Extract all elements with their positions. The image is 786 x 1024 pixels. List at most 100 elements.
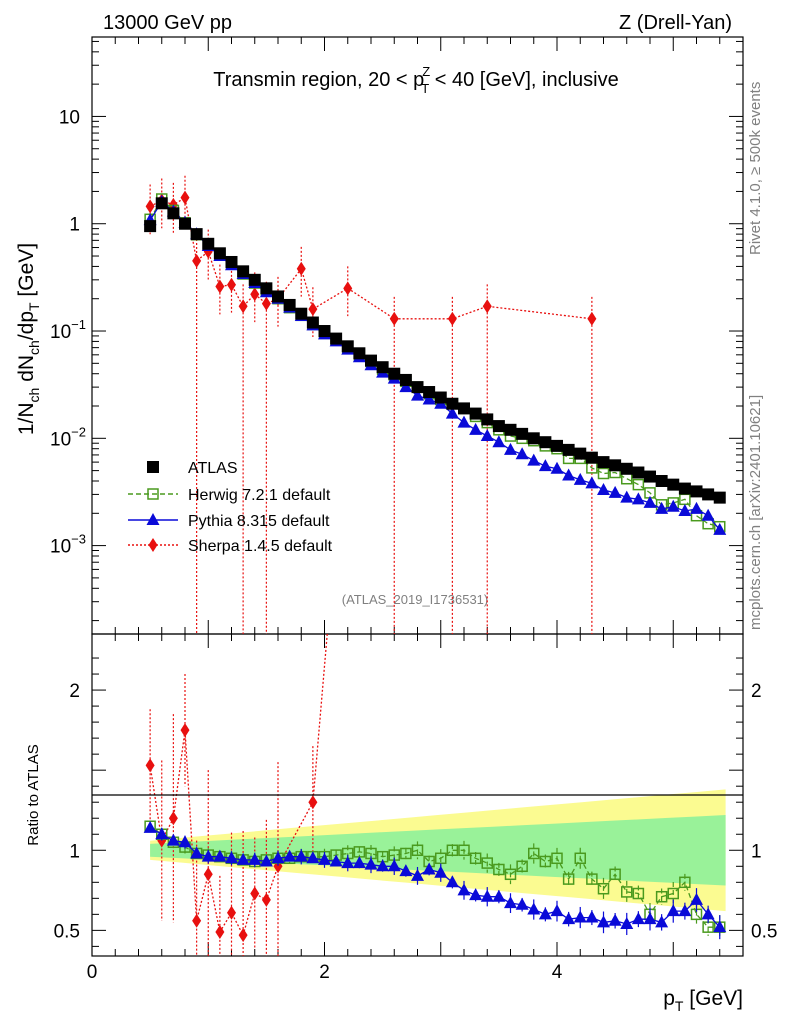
pythia-point — [306, 851, 320, 864]
atlas-point — [620, 462, 633, 475]
legend-label: Pythia 8.315 default — [188, 513, 330, 530]
ratio-y-tick-label: 0.5 — [54, 921, 80, 942]
sherpa-point — [227, 277, 236, 292]
series-atlas — [144, 197, 726, 504]
pythia-point — [225, 851, 238, 864]
pythia-point — [143, 820, 157, 833]
pythia-point — [713, 920, 727, 933]
pythia-point — [527, 453, 541, 466]
atlas-point — [690, 485, 703, 498]
atlas-point — [353, 347, 366, 360]
x-axis-label: pT [GeV] — [663, 987, 743, 1014]
atlas-point — [574, 447, 587, 460]
herwig-point — [493, 863, 505, 876]
sherpa-point — [343, 281, 353, 296]
pythia-point — [399, 380, 413, 393]
pythia-point — [504, 896, 517, 909]
atlas-point — [702, 488, 715, 501]
atlas-point — [248, 273, 261, 286]
atlas-point — [237, 265, 250, 278]
pythia-point — [678, 504, 692, 517]
sherpa-point — [215, 279, 225, 294]
legend-label: ATLAS — [188, 460, 238, 477]
atlas-point — [644, 470, 656, 483]
ratio-series — [143, 634, 727, 956]
pythia-point — [492, 435, 506, 448]
herwig-point — [400, 847, 412, 860]
pythia-point — [655, 915, 669, 928]
atlas-point — [632, 466, 645, 479]
legend-entry-atlas: ATLAS — [147, 460, 238, 477]
main-title: Transmin region, 20 < pZ T < 40 [GeV], in… — [213, 64, 619, 96]
sherpa-point — [482, 299, 492, 314]
pythia-point — [271, 851, 285, 864]
atlas-point — [147, 461, 159, 473]
sherpa-point — [227, 905, 236, 920]
x-tick-label: 4 — [552, 962, 563, 983]
sherpa-point — [296, 261, 306, 276]
ratio-bands — [150, 789, 726, 912]
pythia-point — [434, 865, 448, 878]
sherpa-point — [587, 311, 597, 326]
pythia-point — [538, 459, 552, 472]
header-right: Z (Drell-Yan) — [619, 12, 732, 34]
atlas-point — [713, 491, 726, 504]
sherpa-point — [148, 538, 158, 552]
pythia-point — [376, 859, 390, 872]
pythia-point — [597, 482, 610, 495]
atlas-point — [260, 282, 273, 295]
herwig-point — [504, 868, 517, 881]
atlas-point — [469, 407, 482, 420]
sherpa-point — [447, 311, 457, 326]
mcplots-label: mcplots.cern.ch [arXiv:2401.10621] — [747, 395, 764, 630]
pythia-point — [480, 429, 494, 442]
herwig-point — [411, 844, 424, 857]
pythia-point — [201, 849, 215, 862]
pythia-point — [411, 868, 424, 881]
pythia-point — [562, 468, 576, 481]
atlas-point — [213, 247, 226, 260]
herwig-point — [551, 852, 563, 865]
atlas-point — [609, 459, 622, 472]
y-tick-label: 10−3 — [50, 532, 86, 558]
atlas-point — [330, 332, 343, 345]
herwig-point — [516, 860, 528, 873]
atlas-point — [655, 475, 668, 488]
pythia-point — [341, 856, 355, 869]
pythia-point — [492, 889, 506, 902]
herwig-point — [667, 887, 679, 900]
pythia-point — [550, 904, 564, 917]
atlas-point — [678, 482, 691, 495]
pythia-point — [422, 392, 436, 405]
pythia-point — [527, 902, 541, 915]
atlas-point — [155, 197, 168, 210]
herwig-point — [574, 852, 586, 865]
atlas-point — [516, 427, 529, 440]
pythia-point — [445, 406, 459, 419]
pythia-point — [155, 827, 169, 840]
pythia-point — [538, 907, 552, 920]
atlas-point — [411, 381, 424, 394]
atlas-point — [504, 423, 517, 436]
legend-label: Herwig 7.2.1 default — [188, 487, 331, 504]
atlas-point — [225, 255, 238, 268]
rivet-label: Rivet 4.1.0, ≥ 500k events — [747, 82, 764, 255]
herwig-point — [621, 886, 633, 898]
herwig-point — [481, 857, 493, 869]
ratio-y-tick-label-right: 1 — [751, 841, 762, 862]
atlas-point — [562, 443, 575, 456]
herwig-point — [458, 844, 470, 857]
atlas-point — [551, 439, 563, 452]
pythia-point — [701, 907, 715, 920]
sherpa-point — [389, 311, 399, 326]
pythia-point — [236, 852, 250, 865]
ratio-series-sherpa — [145, 634, 328, 956]
ratio-series-pythia — [143, 820, 727, 940]
pythia-point — [655, 501, 669, 514]
atlas-point — [283, 298, 296, 311]
atlas-point — [179, 217, 191, 230]
herwig-point — [621, 472, 633, 485]
atlas-point — [388, 367, 401, 380]
herwig-point — [539, 855, 552, 868]
